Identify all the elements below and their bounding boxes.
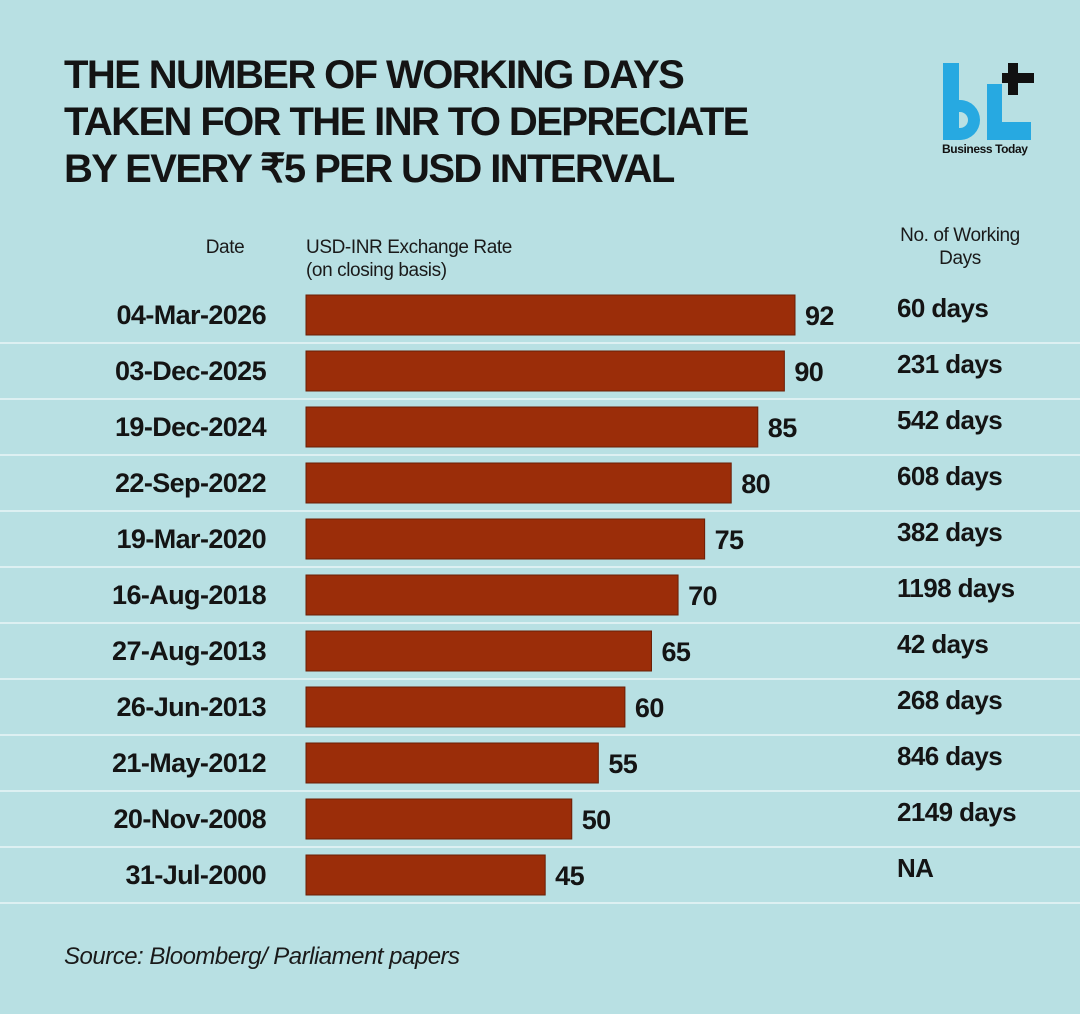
date-label: 22-Sep-2022 (115, 468, 266, 498)
value-label: 75 (715, 525, 744, 555)
bar (305, 294, 796, 336)
chart-title: THE NUMBER OF WORKING DAYS TAKEN FOR THE… (64, 52, 864, 193)
bar (305, 742, 599, 784)
date-label: 21-May-2012 (112, 748, 266, 778)
date-label: 26-Jun-2013 (117, 692, 267, 722)
bar (305, 518, 706, 560)
date-label: 16-Aug-2018 (112, 580, 267, 610)
business-today-logo (943, 63, 1034, 140)
source-note: Source: Bloomberg/ Parliament papers (64, 943, 460, 970)
title-line-1: THE NUMBER OF WORKING DAYS (64, 53, 685, 97)
working-days-label: 42 days (897, 629, 988, 659)
date-label: 27-Aug-2013 (112, 636, 267, 666)
value-label: 45 (555, 861, 584, 891)
working-days-label: 2149 days (897, 797, 1016, 827)
date-label: 31-Jul-2000 (126, 860, 267, 890)
date-label: 19-Dec-2024 (115, 412, 267, 442)
value-label: 65 (661, 637, 690, 667)
value-label: 55 (608, 749, 637, 779)
rate-header-line-1: USD-INR Exchange Rate (306, 237, 512, 258)
date-label: 20-Nov-2008 (114, 804, 267, 834)
bar (305, 350, 785, 392)
working-days-label: 608 days (897, 461, 1002, 491)
rate-header-line-2: (on closing basis) (306, 260, 447, 281)
bar (305, 462, 732, 504)
bar (305, 798, 573, 840)
bar (305, 854, 546, 896)
logo-wordmark: Business Today (942, 142, 1028, 156)
title-line-2: TAKEN FOR THE INR TO DEPRECIATE (64, 100, 749, 144)
value-label: 60 (635, 693, 664, 723)
working-days-label: 846 days (897, 741, 1002, 771)
working-days-label: NA (897, 853, 934, 883)
working-days-label: 60 days (897, 293, 988, 323)
date-label: 03-Dec-2025 (115, 356, 267, 386)
date-column-header: Date (205, 237, 245, 258)
value-label: 85 (768, 413, 797, 443)
working-days-label: 542 days (897, 405, 1002, 435)
date-label: 19-Mar-2020 (117, 524, 267, 554)
date-label: 04-Mar-2026 (117, 300, 267, 330)
working-days-label: 268 days (897, 685, 1002, 715)
value-label: 50 (582, 805, 611, 835)
value-label: 70 (688, 581, 717, 611)
value-label: 80 (741, 469, 770, 499)
days-header-line-1: No. of Working (900, 225, 1020, 246)
days-column-header: No. of Working Days (880, 224, 1040, 270)
title-line-3: BY EVERY ₹5 PER USD INTERVAL (64, 147, 675, 191)
value-label: 90 (794, 357, 823, 387)
bar (305, 686, 626, 728)
working-days-label: 1198 days (897, 573, 1015, 603)
days-header-line-2: Days (939, 248, 981, 269)
working-days-label: 231 days (897, 349, 1002, 379)
rate-column-header: USD-INR Exchange Rate (on closing basis) (306, 236, 606, 282)
value-label: 92 (805, 301, 834, 331)
working-days-label: 382 days (897, 517, 1002, 547)
bar (305, 574, 679, 616)
bar (305, 630, 652, 672)
bar (305, 406, 759, 448)
